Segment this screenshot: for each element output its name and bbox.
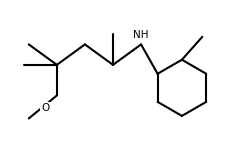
Text: O: O <box>41 103 49 113</box>
Text: NH: NH <box>133 30 148 40</box>
